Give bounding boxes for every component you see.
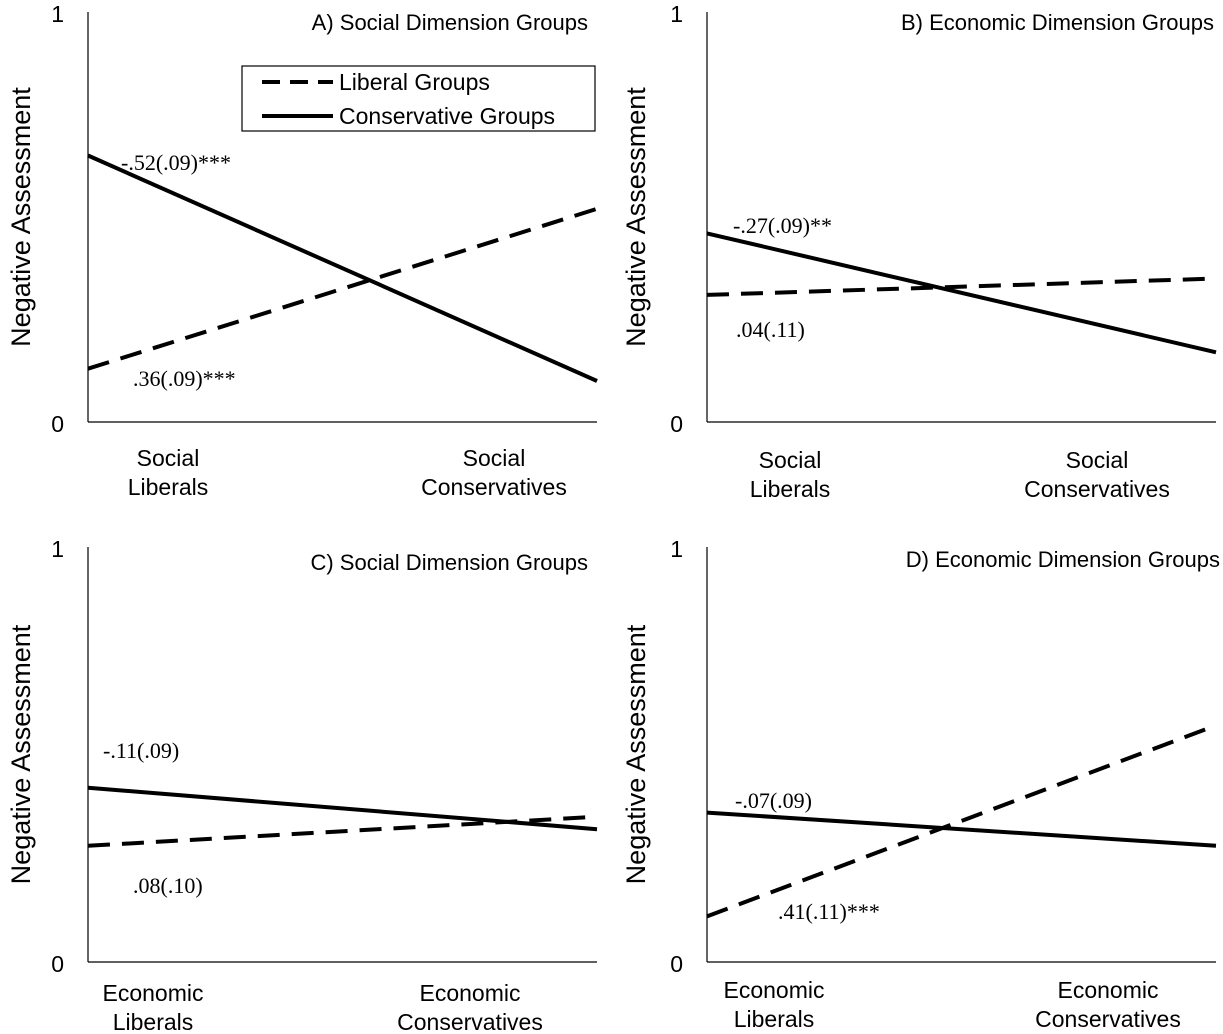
conservative-groups-line (706, 810, 1217, 848)
x-tick-label: Social (137, 445, 200, 471)
y-tick-label: 1 (51, 1, 64, 27)
conservative-groups-line (87, 785, 598, 832)
panel-title: B) Economic Dimension Groups (901, 10, 1214, 35)
x-tick-label: Liberals (128, 474, 209, 500)
conservative-coefficient-label: -.07(.09) (735, 788, 812, 813)
x-tick-label: Liberals (113, 1009, 194, 1034)
x-tick-label: Liberals (750, 476, 831, 502)
y-tick-label: 0 (670, 411, 683, 437)
y-tick-label: 0 (51, 951, 64, 977)
chart-panel-a: 0 1 Negative Assessment Social Liberals Socia… (6, 1, 598, 500)
chart-panel-d: 0 1 Negative Assessment Economic Liberals Eco… (621, 536, 1220, 1032)
y-tick-label: 1 (670, 1, 683, 27)
legend-item-label: Liberal Groups (339, 69, 490, 95)
legend: Liberal Groups Conservative Groups (241, 65, 596, 132)
x-tick-label: Conservatives (1035, 1006, 1181, 1032)
liberal-groups-line (706, 276, 1217, 297)
x-tick-label: Conservatives (421, 474, 567, 500)
x-tick-label: Economic (103, 980, 204, 1006)
conservative-coefficient-label: -.52(.09)*** (121, 150, 231, 175)
liberal-groups-line (706, 723, 1217, 919)
panel-title: C) Social Dimension Groups (310, 550, 588, 575)
liberal-coefficient-label: .04(.11) (736, 317, 805, 342)
conservative-coefficient-label: -.11(.09) (103, 738, 179, 763)
conservative-coefficient-label: -.27(.09)** (733, 213, 832, 238)
y-tick-label: 1 (670, 536, 683, 562)
x-tick-label: Social (463, 445, 526, 471)
y-tick-label: 0 (670, 951, 683, 977)
x-tick-label: Economic (1058, 977, 1159, 1003)
y-axis-label: Negative Assessment (6, 624, 36, 884)
y-tick-label: 0 (51, 411, 64, 437)
x-tick-label: Economic (420, 980, 521, 1006)
conservative-groups-line (87, 153, 598, 383)
x-tick-label: Conservatives (397, 1009, 543, 1034)
liberal-coefficient-label: .36(.09)*** (133, 366, 236, 391)
legend-item-label: Conservative Groups (339, 103, 555, 129)
conservative-groups-line (706, 231, 1217, 355)
liberal-coefficient-label: .41(.11)*** (778, 899, 880, 924)
x-tick-label: Economic (724, 977, 825, 1003)
y-axis-label: Negative Assessment (6, 87, 36, 347)
panel-title: D) Economic Dimension Groups (906, 547, 1220, 572)
x-tick-label: Social (759, 447, 822, 473)
chart-panel-c: 0 1 Negative Assessment Economic Liberals Eco… (6, 536, 598, 1034)
chart-panel-b: 0 1 Negative Assessment Social Liberals Socia… (621, 1, 1217, 502)
panel-title: A) Social Dimension Groups (312, 10, 588, 35)
y-axis-label: Negative Assessment (621, 87, 651, 347)
legend-box (241, 65, 596, 132)
x-tick-label: Conservatives (1024, 476, 1170, 502)
liberal-coefficient-label: .08(.10) (133, 873, 203, 898)
liberal-groups-line (87, 206, 598, 371)
y-tick-label: 1 (51, 536, 64, 562)
y-axis-label: Negative Assessment (621, 624, 651, 884)
x-tick-label: Liberals (734, 1006, 815, 1032)
x-tick-label: Social (1066, 447, 1129, 473)
